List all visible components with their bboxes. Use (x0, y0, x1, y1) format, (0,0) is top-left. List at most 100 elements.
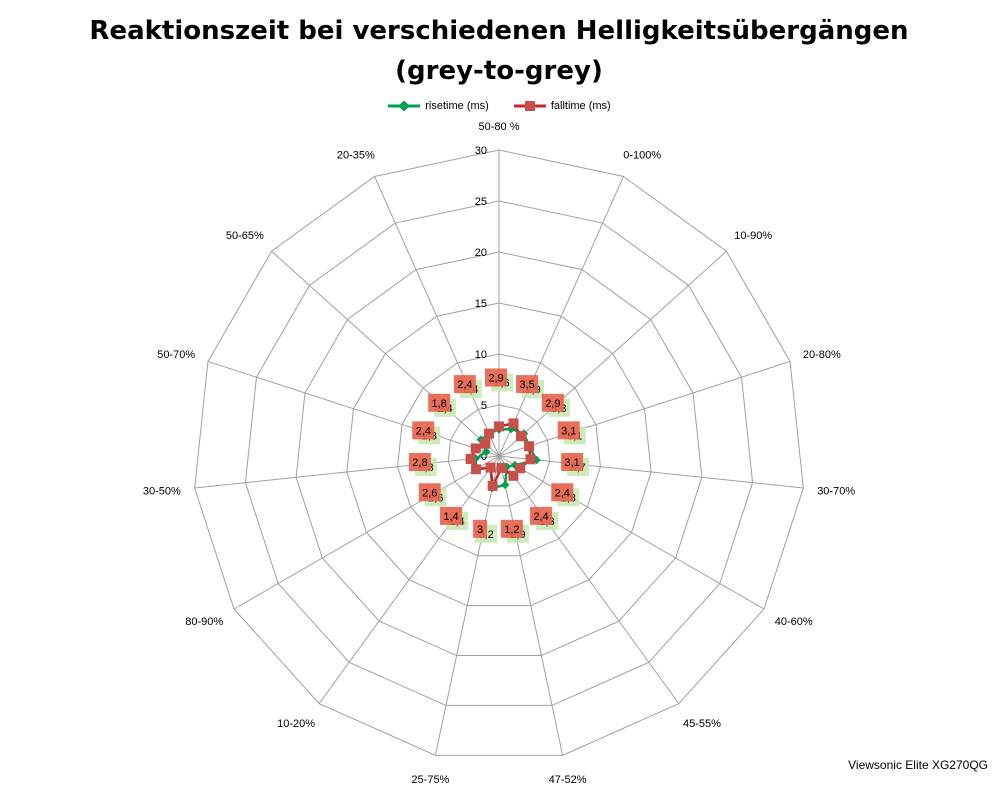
falltime-data-label: 2,9 (488, 373, 503, 385)
axis-label: 40-60% (775, 616, 813, 628)
falltime-data-label: 3 (477, 524, 483, 536)
grid-spoke (194, 455, 500, 489)
grid-spoke (498, 176, 624, 457)
grid-spoke (498, 250, 727, 457)
grid-spoke (374, 176, 500, 457)
axis-label: 80-90% (185, 616, 223, 628)
legend-marker-fall (513, 101, 546, 111)
axis-label: 30-70% (817, 485, 855, 497)
falltime-label-bg (516, 375, 539, 394)
falltime-label-bg (500, 519, 523, 538)
legend-item-fall: falltime (ms) (513, 100, 611, 112)
falltime-marker (524, 441, 535, 452)
grid-ring (194, 149, 804, 756)
axis-label: 10-90% (734, 230, 772, 242)
falltime-label-bg (418, 483, 441, 502)
axis-label: 20-35% (337, 150, 375, 162)
grid-spoke (434, 455, 500, 756)
chart-subtitle: (grey-to-grey) (395, 56, 603, 86)
falltime-data-labels: 2,9 3,5 2,9 3,1 3,1 2,4 2,4 1,2 3 1,4 2,6 2,8 2,4 1,8… (408, 368, 584, 538)
falltime-label-bg (541, 393, 564, 412)
falltime-label-bg (473, 519, 488, 538)
axis-label: 30-50% (143, 485, 181, 497)
legend-label-rise: risetime (ms) (425, 100, 489, 112)
falltime-data-label: 2,9 (545, 398, 560, 410)
axis-label: 20-80% (803, 349, 841, 361)
axis-label: 25-75% (411, 774, 449, 786)
axis-label: 50-80 % (479, 121, 520, 133)
falltime-data-label: 2,4 (533, 511, 548, 523)
footer-model-name: Viewsonic Elite XG270QG (848, 758, 988, 772)
falltime-data-label: 3,1 (561, 425, 576, 437)
falltime-label-bg (485, 368, 507, 387)
falltime-marker (496, 462, 507, 473)
falltime-data-label: 3,5 (519, 379, 534, 391)
falltime-marker (484, 428, 495, 439)
falltime-label-bg (408, 452, 431, 471)
falltime-data-label: 2,4 (457, 379, 472, 391)
grid-spoke (498, 455, 564, 756)
r-tick-label: 10 (475, 349, 487, 361)
grid-spoke (271, 250, 500, 457)
risetime-marker (500, 480, 510, 490)
grid-spoke (498, 360, 791, 457)
grid-spoke (233, 455, 500, 610)
falltime-marker (525, 454, 536, 465)
falltime-marker (465, 453, 476, 464)
axis-label: 10-20% (277, 718, 315, 730)
falltime-marker (480, 438, 491, 449)
axis-label: 50-70% (157, 349, 195, 361)
falltime-marker (470, 443, 481, 454)
falltime-label-bg (428, 393, 451, 412)
falltime-marker (508, 470, 519, 481)
falltime-marker (485, 462, 496, 473)
falltime-marker (471, 464, 482, 475)
risetime-marker (482, 447, 491, 457)
legend: risetime (ms) falltime (ms) (0, 100, 998, 112)
falltime-data-label: 2,4 (416, 425, 431, 437)
axis-label: 0-100% (623, 150, 661, 162)
grid-ring (295, 251, 703, 657)
grid-spoke (318, 455, 500, 704)
falltime-label-bg (529, 506, 552, 525)
falltime-data-label: 2,4 (555, 487, 570, 499)
grid-ring (447, 404, 551, 507)
falltime-label-bg (412, 421, 435, 440)
grid-ring (346, 302, 652, 607)
series-falltime (465, 418, 536, 491)
falltime-data-label: 1,2 (504, 524, 519, 536)
grid-spoke (498, 455, 765, 610)
falltime-data-label: 1,4 (443, 511, 458, 523)
grid-ring (244, 200, 754, 706)
falltime-marker (515, 463, 526, 474)
r-tick-label: 20 (475, 247, 487, 259)
falltime-label-bg (440, 506, 463, 525)
falltime-marker (515, 431, 526, 442)
falltime-label-bg (453, 375, 476, 394)
falltime-label-bg (557, 421, 580, 440)
r-tick-label: 15 (475, 298, 487, 310)
axis-label: 47-52% (549, 774, 587, 786)
falltime-data-label: 1,8 (432, 398, 447, 410)
axis-label: 45-55% (683, 718, 721, 730)
grid-spoke (207, 360, 500, 457)
legend-item-rise: risetime (ms) (387, 100, 489, 112)
legend-marker-rise (388, 101, 421, 111)
legend-label-fall: falltime (ms) (550, 100, 611, 112)
r-tick-label: 5 (481, 400, 487, 412)
r-tick-label: 25 (475, 196, 487, 208)
falltime-marker (494, 421, 504, 432)
falltime-data-label: 2,6 (422, 487, 437, 499)
grid-ring (397, 353, 601, 557)
r-tick-label: 30 (475, 145, 487, 157)
grid (194, 149, 804, 756)
grid-spoke (498, 455, 804, 489)
falltime-label-bg (551, 483, 574, 502)
falltime-marker (508, 418, 519, 429)
axis-label: 50-65% (226, 230, 264, 242)
r-tick-label: 0 (481, 451, 487, 463)
falltime-label-bg (561, 452, 584, 471)
grid-spoke (498, 455, 680, 704)
falltime-data-label: 2,8 (412, 457, 427, 469)
